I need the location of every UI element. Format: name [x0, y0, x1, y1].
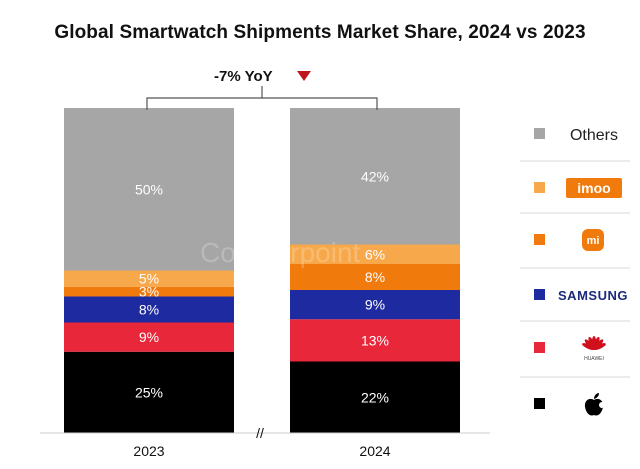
down-triangle-icon — [297, 71, 311, 81]
x-axis: // — [40, 425, 490, 441]
bar-segment-imoo-2023 — [64, 270, 234, 287]
legend-swatch-xiaomi — [534, 234, 545, 245]
bar-labels-group: 25% 9% 8% 3%5% 50% 22% 13% 9% 8% 6% 42% — [135, 168, 389, 405]
xiaomi-logo-icon: mi — [582, 229, 604, 251]
x-tick-label-2023: 2023 — [133, 443, 164, 459]
data-label-apple-2024: 22% — [361, 389, 389, 405]
legend-swatch-imoo — [534, 182, 545, 193]
bar-segment-others-2024 — [290, 108, 460, 245]
legend-swatch-huawei — [534, 342, 545, 353]
bar-segment-apple-2024 — [290, 361, 460, 433]
data-label-apple-2023: 25% — [135, 384, 163, 400]
data-label-xiaomi-2023: 3% — [139, 284, 159, 300]
data-label-imoo-2024: 6% — [365, 246, 385, 262]
bar-segment-samsung-2023 — [64, 296, 234, 323]
bar-segment-huawei-2023 — [64, 322, 234, 352]
data-label-imoo-2023: 5% — [139, 271, 159, 287]
yoy-label: -7% YoY — [214, 68, 273, 85]
data-label-others-2024: 42% — [361, 168, 389, 184]
svg-text:HUAWEI: HUAWEI — [584, 356, 604, 362]
data-label-samsung-2023: 8% — [139, 302, 159, 318]
svg-text:SAMSUNG: SAMSUNG — [558, 288, 628, 303]
huawei-logo-icon: HUAWEI — [582, 336, 606, 362]
bar-segment-apple-2023 — [64, 351, 234, 433]
samsung-logo-icon: SAMSUNG — [558, 288, 628, 303]
legend-label-others: Others — [570, 127, 618, 144]
bar-segment-huawei-2024 — [290, 319, 460, 362]
bar-segment-xiaomi-2023 — [64, 286, 234, 297]
imoo-logo-icon: imoo — [566, 178, 622, 198]
yoy-bracket — [146, 86, 378, 110]
x-tick-labels: 2023 2024 — [133, 443, 390, 459]
bar-segment-samsung-2024 — [290, 290, 460, 320]
apple-logo-icon — [584, 393, 605, 416]
bar-segment-xiaomi-2024 — [290, 264, 460, 290]
chart-title: Global Smartwatch Shipments Market Share… — [54, 22, 586, 43]
bars-group — [64, 108, 460, 433]
data-label-huawei-2024: 13% — [361, 332, 389, 348]
bar-segment-others-2023 — [64, 108, 234, 271]
data-label-samsung-2024: 9% — [365, 297, 385, 313]
svg-text:mi: mi — [587, 235, 600, 247]
data-label-huawei-2023: 9% — [139, 329, 159, 345]
legend: Others imoo mi SAMSUNG HUAWEI — [520, 127, 630, 416]
data-label-others-2023: 50% — [135, 181, 163, 197]
x-tick-label-2024: 2024 — [359, 443, 390, 459]
watermark-text: Counterpoint — [200, 237, 361, 268]
svg-text:Others: Others — [570, 127, 618, 144]
bar-segment-imoo-2024 — [290, 244, 460, 264]
legend-swatch-others — [534, 128, 545, 139]
svg-text:imoo: imoo — [577, 180, 610, 196]
legend-swatch-samsung — [534, 289, 545, 300]
legend-swatch-apple — [534, 398, 545, 409]
data-label-xiaomi-2024: 8% — [365, 269, 385, 285]
axis-break-mark: // — [256, 425, 264, 441]
